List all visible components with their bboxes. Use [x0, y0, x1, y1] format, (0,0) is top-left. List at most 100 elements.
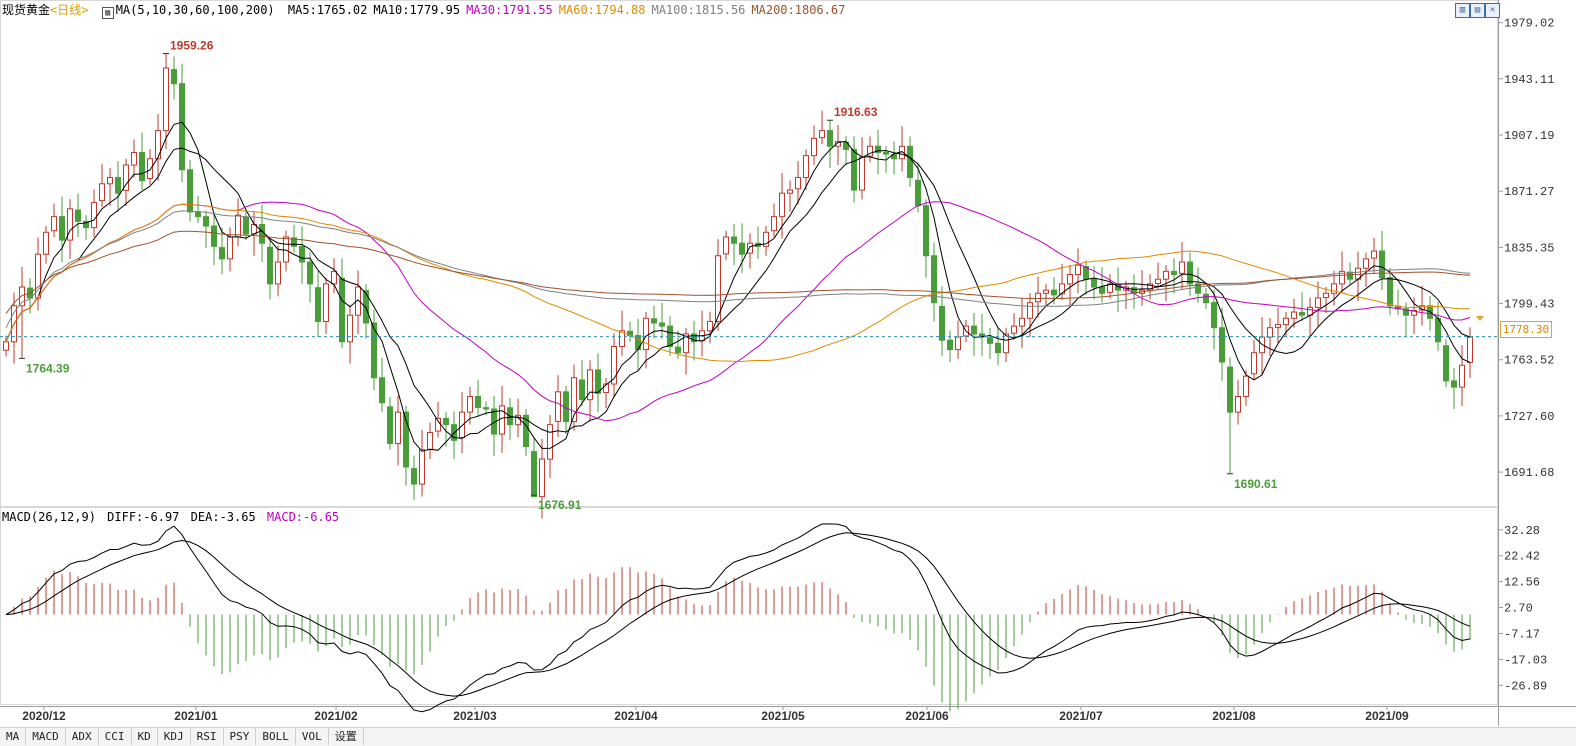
tab-1[interactable]: MACD — [26, 728, 66, 745]
price-tick-label-8: 1691.68 — [1504, 466, 1554, 480]
candle-body — [331, 270, 337, 285]
candle-body — [323, 283, 329, 322]
candle-body — [1211, 302, 1217, 329]
candle-body — [1219, 327, 1225, 363]
candle-body — [947, 339, 953, 351]
candle-body — [643, 317, 649, 351]
candle-body — [355, 286, 361, 316]
split-icon[interactable]: ▤ — [1470, 3, 1485, 18]
candle-body — [907, 145, 913, 179]
candle-body — [851, 148, 857, 191]
candle-body — [715, 255, 721, 322]
ma-value-0: MA5:1765.02 — [287, 3, 368, 17]
candle-body — [1387, 277, 1393, 307]
price-arrow-icon — [1476, 316, 1484, 321]
candle-body — [275, 261, 281, 285]
candle-body — [803, 155, 809, 179]
candle-body — [51, 216, 57, 232]
macd-line-diff — [5, 523, 1471, 713]
candle-body — [347, 314, 353, 343]
candle-body — [1011, 325, 1017, 334]
tab-6[interactable]: RSI — [191, 728, 224, 745]
candle-body — [3, 341, 9, 351]
annotation-4: 1690.61 — [1234, 477, 1278, 491]
candle-body — [1019, 317, 1025, 327]
candle-body — [1323, 292, 1329, 299]
candle-body — [195, 211, 201, 218]
date-tick-label-7: 2021/07 — [1059, 709, 1103, 723]
price-tick-label-2: 1907.19 — [1504, 129, 1554, 143]
candle-body — [1059, 283, 1065, 295]
candle-body — [723, 236, 729, 255]
annotation-1: 1916.63 — [834, 105, 878, 119]
tab-4[interactable]: KD — [132, 728, 158, 745]
candle-body — [1467, 336, 1473, 363]
date-tick-label-1: 2021/01 — [174, 709, 218, 723]
tab-9[interactable]: VOL — [296, 728, 329, 745]
candle-body — [787, 189, 793, 194]
candle-body — [843, 141, 849, 150]
candle-body — [235, 214, 241, 238]
tab-5[interactable]: KDJ — [158, 728, 191, 745]
current-price-label: 1778.30 — [1500, 321, 1552, 338]
candle-body — [923, 205, 929, 257]
candle-body — [67, 208, 73, 241]
candle-body — [411, 468, 417, 485]
candle-body — [1099, 286, 1105, 294]
candle-body — [1299, 311, 1305, 316]
candle-body — [875, 145, 881, 154]
candle-body — [1459, 364, 1465, 388]
candle-body — [523, 414, 529, 448]
ma-toggle-icon[interactable]: ▨ — [101, 7, 114, 19]
macd-tick-label-6: -26.89 — [1504, 679, 1547, 693]
candle-body — [1163, 270, 1169, 280]
candle-body — [403, 411, 409, 468]
candle-body — [547, 424, 553, 460]
period-selector[interactable]: <日线> — [50, 3, 89, 17]
candle-body — [115, 177, 121, 194]
tab-0[interactable]: MA — [0, 728, 27, 745]
date-tick-label-0: 2020/12 — [22, 709, 66, 723]
candle-body — [91, 202, 97, 229]
candle-body — [955, 336, 961, 351]
tab-10[interactable]: 设置 — [329, 728, 364, 745]
macd-header: MACD(26,12,9) DIFF:-6.97 DEA:-3.65 MACD:… — [2, 509, 345, 525]
tab-7[interactable]: PSY — [224, 728, 257, 745]
date-tick-label-4: 2021/04 — [614, 709, 658, 723]
candle-body — [1235, 396, 1241, 413]
candle-body — [147, 158, 153, 179]
date-tick-label-6: 2021/06 — [905, 709, 949, 723]
candle-body — [891, 154, 897, 160]
candle-body — [1251, 352, 1257, 375]
candle-body — [59, 216, 65, 241]
panel-icon[interactable]: ▥ — [1455, 3, 1470, 18]
candle-body — [387, 406, 393, 444]
instrument-name: 现货黄金 — [2, 3, 51, 17]
candle-body — [1107, 283, 1113, 293]
price-tick-label-1: 1943.11 — [1504, 73, 1554, 87]
ma-value-4: MA100:1815.56 — [651, 3, 746, 17]
tab-2[interactable]: ADX — [66, 728, 99, 745]
candle-body — [139, 152, 145, 182]
tab-8[interactable]: BOLL — [256, 728, 296, 745]
macd-histogram — [13, 567, 1471, 712]
macd-line-dea — [5, 532, 1471, 697]
date-tick-label-3: 2021/03 — [453, 709, 497, 723]
candle-body — [1195, 283, 1201, 294]
candle-body — [1363, 258, 1369, 269]
annotation-2: 1764.39 — [26, 361, 70, 375]
candle-body — [1275, 324, 1281, 328]
macd-diff: DIFF:-6.97 — [107, 510, 180, 524]
candle-body — [1331, 283, 1337, 294]
candle-body — [1371, 250, 1377, 259]
candles — [3, 53, 1473, 519]
candle-body — [611, 345, 617, 385]
close-icon[interactable]: ✕ — [1485, 3, 1500, 18]
candle-body — [1171, 270, 1177, 276]
candle-body — [291, 237, 297, 247]
candle-body — [211, 225, 217, 247]
price-header: 现货黄金<日线> ▨ MA(5,10,30,60,100,200) MA5:176… — [2, 2, 857, 19]
tab-3[interactable]: CCI — [99, 728, 132, 745]
candle-body — [531, 451, 537, 498]
